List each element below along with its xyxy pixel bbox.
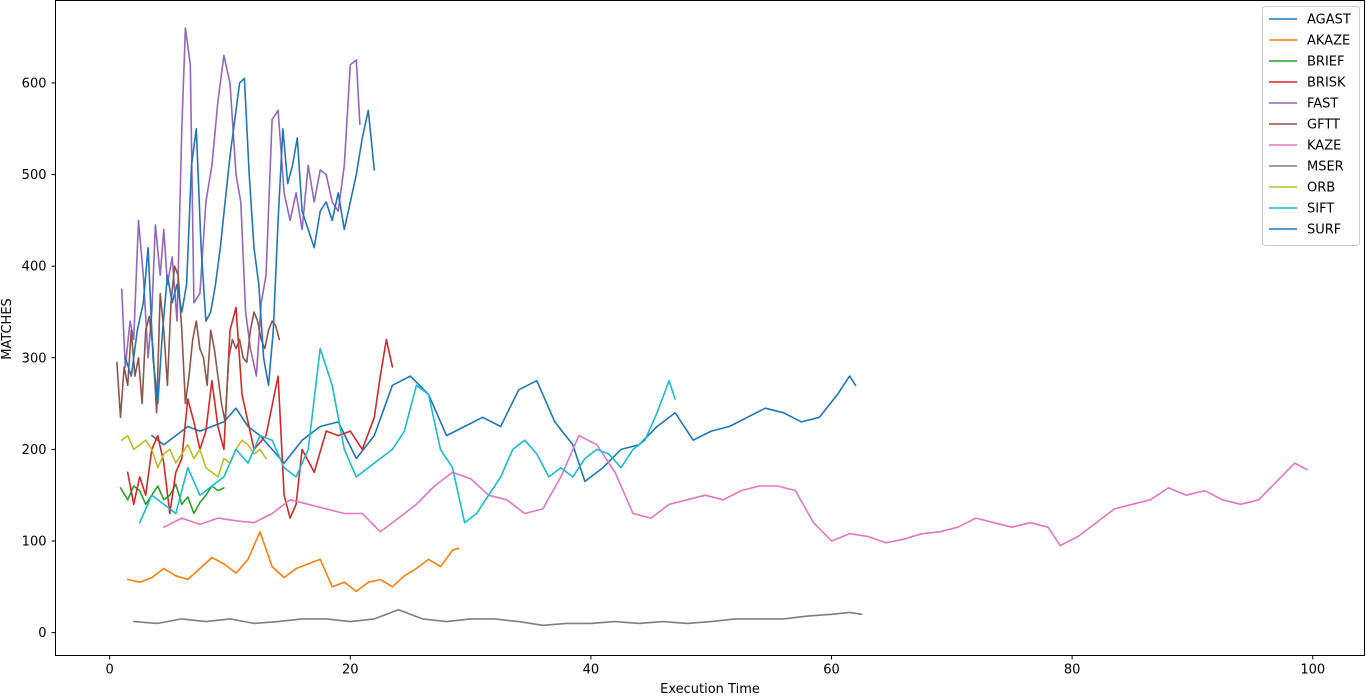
legend-label: ORB [1307, 181, 1335, 196]
x-tick-label: 60 [823, 663, 840, 678]
legend-label: AGAST [1307, 13, 1351, 28]
y-tick-label: 100 [22, 534, 47, 549]
series-line-orb [120, 434, 267, 478]
series-line-fast [120, 27, 361, 377]
series-line-gftt [116, 265, 281, 423]
x-tick-label: 0 [106, 663, 114, 678]
y-tick-label: 500 [22, 168, 47, 183]
legend-label: MSER [1307, 160, 1344, 175]
y-tick-label: 200 [22, 443, 47, 458]
series-lines [116, 27, 1308, 627]
legend-label: BRISK [1307, 76, 1346, 91]
legend-label: GFTT [1307, 118, 1340, 133]
legend-label: KAZE [1307, 139, 1341, 154]
x-tick-label: 80 [1064, 663, 1081, 678]
series-line-sift [138, 347, 676, 524]
y-axis-label: MATCHES [0, 298, 15, 360]
y-tick-label: 300 [22, 351, 47, 366]
x-axis-label: Execution Time [660, 682, 760, 696]
legend-label: FAST [1307, 97, 1338, 112]
plot-frame [55, 0, 1365, 656]
legend: AGAST AKAZE BRIEF BRISK FAST GFTT KAZE MSER ORB S… [1262, 6, 1360, 246]
y-tick-label: 0 [38, 626, 46, 641]
series-line-surf [124, 77, 376, 405]
series-line-mser [132, 608, 863, 627]
y-tick-label: 600 [22, 76, 47, 91]
series-line-akaze [126, 530, 460, 593]
x-tick-label: 100 [1300, 663, 1325, 678]
y-tick-label: 400 [22, 260, 47, 275]
legend-label: BRIEF [1307, 55, 1344, 70]
x-tick-label: 20 [342, 663, 359, 678]
legend-label: AKAZE [1307, 34, 1350, 49]
axis-ticks: 0 20 40 60 80 100 0 100 200 300 400 500 600 [22, 76, 1326, 677]
legend-label: SIFT [1307, 202, 1334, 217]
series-line-brisk [126, 306, 394, 519]
series-line-agast [151, 375, 857, 483]
legend-label: SURF [1307, 223, 1341, 238]
series-line-kaze [163, 434, 1308, 547]
legend-box [1262, 6, 1360, 246]
x-tick-label: 40 [583, 663, 600, 678]
